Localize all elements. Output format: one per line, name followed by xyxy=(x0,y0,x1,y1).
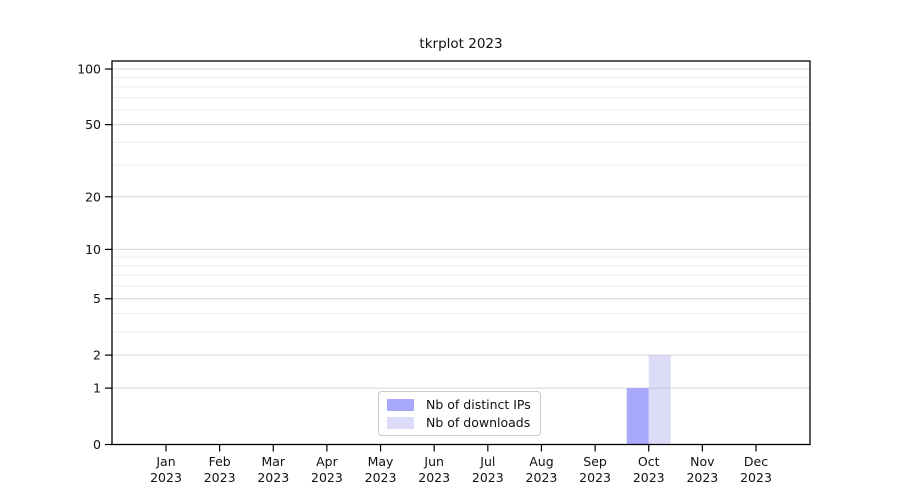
plot-border xyxy=(111,60,811,446)
legend-label: Nb of downloads xyxy=(426,415,531,430)
x-tick-label-month: Feb xyxy=(209,454,231,469)
y-tick-label: 100 xyxy=(77,62,101,77)
x-tick-label-month: Jan xyxy=(155,454,175,469)
x-tick-label-month: Aug xyxy=(529,454,553,469)
x-tick-label-month: Nov xyxy=(690,454,715,469)
x-tick-label-month: Jun xyxy=(423,454,444,469)
x-tick-label-month: Apr xyxy=(316,454,338,469)
x-tick-label-year: 2023 xyxy=(365,470,397,485)
y-tick-label: 0 xyxy=(93,437,101,452)
y-tick-label: 5 xyxy=(93,291,101,306)
x-tick-label-year: 2023 xyxy=(257,470,289,485)
bar-oct xyxy=(648,355,671,445)
x-tick-label-year: 2023 xyxy=(472,470,504,485)
x-tick-label-year: 2023 xyxy=(311,470,343,485)
x-tick-label-year: 2023 xyxy=(633,470,665,485)
legend-row: Nb of downloads xyxy=(387,415,531,430)
y-tick-label: 2 xyxy=(93,348,101,363)
y-tick-label: 20 xyxy=(85,189,101,204)
x-tick-label-year: 2023 xyxy=(740,470,772,485)
x-tick-label-year: 2023 xyxy=(418,470,450,485)
x-tick-label-year: 2023 xyxy=(204,470,236,485)
chart-title: tkrplot 2023 xyxy=(419,36,503,52)
x-tick-label-month: Dec xyxy=(744,454,768,469)
x-tick-label-month: Oct xyxy=(638,454,660,469)
y-tick-label: 10 xyxy=(85,242,101,257)
x-tick-label-year: 2023 xyxy=(579,470,611,485)
legend: Nb of distinct IPs Nb of downloads xyxy=(378,391,541,436)
legend-swatch-downloads xyxy=(387,416,414,429)
y-tick-label: 1 xyxy=(93,381,101,396)
x-tick-label-year: 2023 xyxy=(150,470,182,485)
bar-oct xyxy=(626,388,649,445)
x-tick-label-year: 2023 xyxy=(526,470,558,485)
x-tick-label-year: 2023 xyxy=(686,470,718,485)
x-tick-label-month: May xyxy=(368,454,394,469)
x-tick-label-month: Sep xyxy=(583,454,607,469)
x-tick-label-month: Jul xyxy=(479,454,495,469)
legend-label: Nb of distinct IPs xyxy=(426,397,531,412)
legend-swatch-distinct-ips xyxy=(387,398,414,411)
legend-row: Nb of distinct IPs xyxy=(387,397,531,412)
x-tick-label-month: Mar xyxy=(261,454,285,469)
y-tick-label: 50 xyxy=(85,117,101,132)
